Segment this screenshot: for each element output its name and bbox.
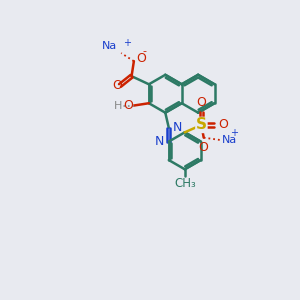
Text: O: O: [136, 52, 146, 65]
Text: O: O: [123, 99, 133, 112]
Text: N: N: [173, 121, 182, 134]
Text: CH₃: CH₃: [174, 177, 196, 190]
Text: Na: Na: [102, 41, 117, 51]
Text: +: +: [123, 38, 131, 48]
Text: O: O: [218, 118, 228, 131]
Text: O: O: [112, 79, 122, 92]
Text: S: S: [196, 117, 207, 132]
Text: H: H: [114, 100, 122, 110]
Text: Na: Na: [222, 135, 237, 145]
Text: N: N: [155, 135, 165, 148]
Text: +: +: [230, 128, 238, 138]
Text: O: O: [196, 97, 206, 110]
Text: -: -: [142, 46, 146, 57]
Text: O: O: [198, 141, 208, 154]
